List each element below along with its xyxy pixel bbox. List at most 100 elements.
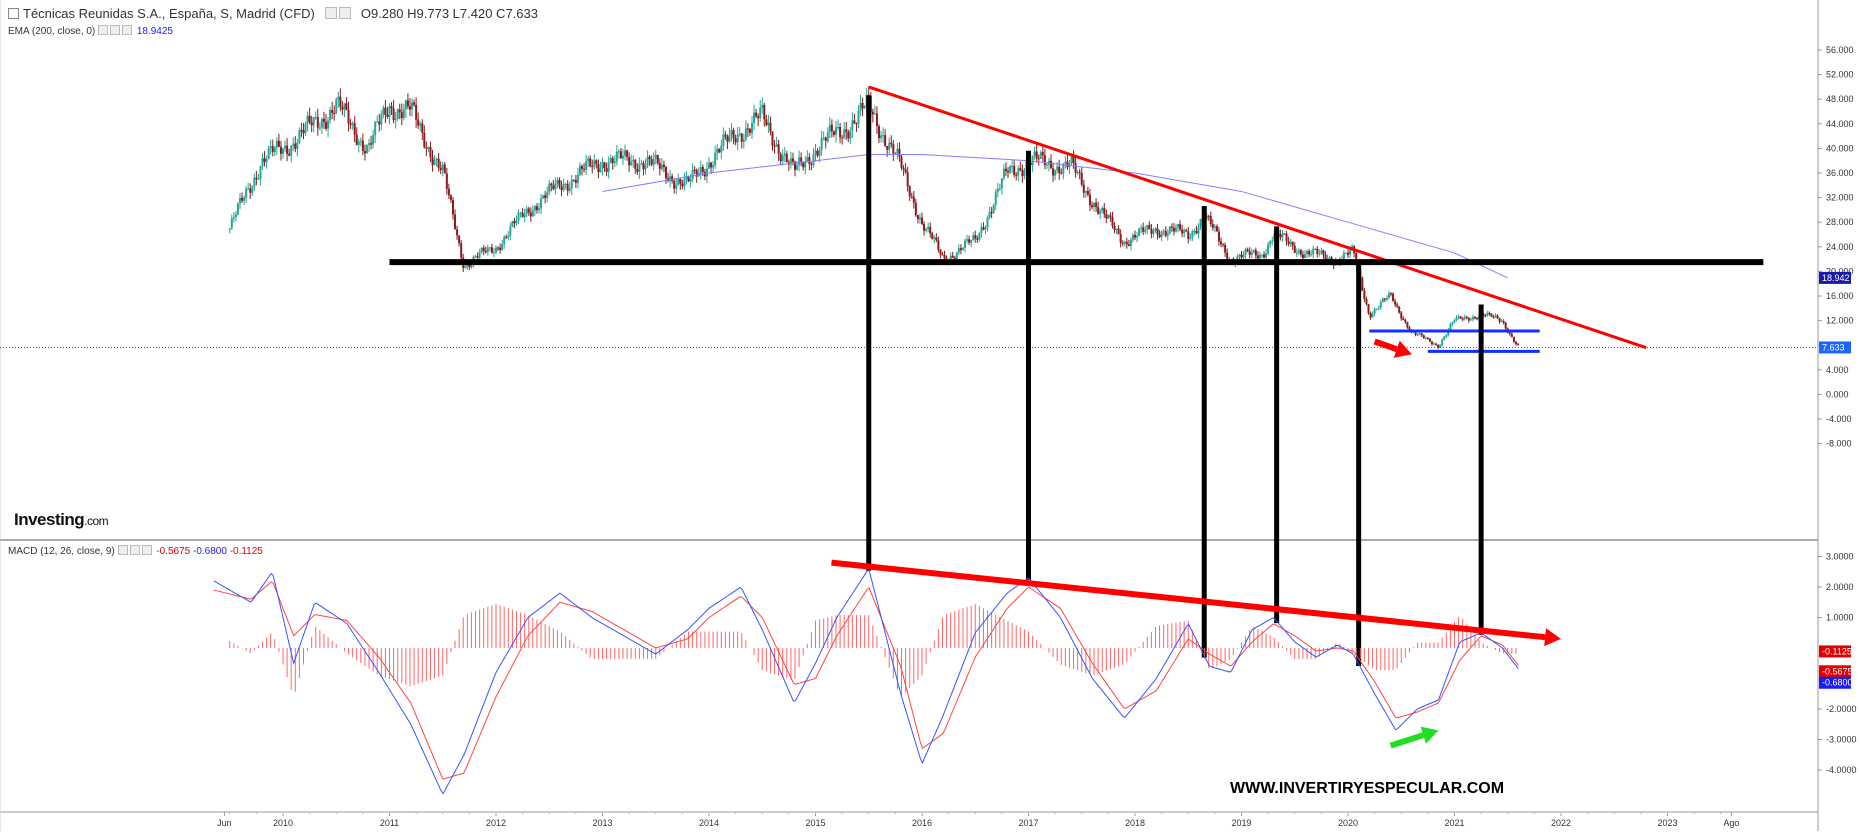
ema-visibility-icon[interactable] [110, 25, 121, 35]
ema-settings-icon[interactable] [98, 25, 109, 35]
candle-body [249, 188, 252, 193]
candle-body [1207, 215, 1210, 217]
close-icon[interactable] [338, 7, 351, 19]
candle-body [443, 164, 446, 174]
price-y-tick-label: -8.000 [1826, 439, 1852, 449]
candle-body [277, 140, 280, 147]
candle-body [1465, 316, 1468, 318]
candle-body [1199, 219, 1202, 228]
candle-body [562, 184, 565, 191]
candle-body [1430, 341, 1433, 345]
candle-body [1215, 226, 1218, 232]
candle-body [540, 198, 543, 209]
candle-body [1009, 166, 1012, 173]
candle-body [617, 151, 620, 153]
candle-body [466, 264, 469, 267]
candle-body [679, 178, 682, 184]
macd-visibility-icon[interactable] [129, 545, 140, 555]
candle-body [548, 183, 551, 193]
candle-body [906, 172, 909, 187]
candle-body [834, 127, 837, 135]
candle-body [439, 167, 442, 171]
candle-body [1502, 321, 1505, 323]
candle-body [449, 195, 452, 201]
candle-body [1136, 236, 1139, 238]
candle-body [1267, 244, 1270, 254]
candle-body [1457, 316, 1460, 318]
candle-body [849, 130, 852, 139]
x-tick-label: 2023 [1657, 818, 1677, 828]
candle-body [392, 108, 395, 121]
candle-body [826, 132, 829, 141]
candle-body [1197, 227, 1200, 234]
macd-settings-icon[interactable] [117, 545, 128, 555]
candle-body [1189, 237, 1192, 239]
candle-body [525, 208, 528, 214]
candle-body [396, 109, 399, 119]
candle-body [1306, 251, 1309, 254]
candle-body [955, 252, 958, 260]
candle-body [1002, 168, 1005, 179]
macd-y-tick-label: 1.0000 [1826, 613, 1854, 623]
candle-body [619, 151, 622, 159]
candle-body [488, 247, 491, 249]
candle-body [753, 112, 756, 123]
candle-body [576, 174, 579, 183]
candle-body [929, 226, 932, 234]
candle-body [1084, 191, 1087, 193]
candle-body [1134, 235, 1136, 238]
candle-body [339, 96, 342, 108]
candle-body [546, 192, 549, 199]
candle-body [972, 235, 975, 241]
candle-body [538, 208, 541, 211]
collapse-icon[interactable] [8, 8, 19, 19]
candle-body [990, 211, 993, 213]
candle-body [1138, 228, 1141, 237]
candle-body [386, 114, 389, 117]
candle-body [583, 168, 586, 170]
candle-body [1211, 224, 1214, 228]
x-tick-label: 2016 [912, 818, 932, 828]
candle-body [1250, 252, 1253, 255]
candle-body [791, 158, 794, 162]
candle-body [1500, 321, 1503, 323]
settings-icon[interactable] [324, 7, 337, 19]
candle-body [847, 131, 850, 139]
candle-body [800, 157, 803, 162]
candle-body [282, 148, 284, 154]
ema-close-icon[interactable] [122, 25, 133, 35]
candle-body [896, 148, 899, 154]
candle-body [873, 113, 876, 115]
candle-body [693, 169, 696, 171]
candle-body [556, 179, 559, 184]
candle-body [1287, 241, 1290, 245]
candle-body [1473, 316, 1476, 319]
candle-body [1371, 313, 1374, 318]
candle-body [832, 131, 835, 135]
candle-body [830, 124, 833, 132]
candle-body [1043, 155, 1046, 166]
candle-body [982, 227, 985, 230]
candle-body [1318, 253, 1321, 255]
candle-body [638, 164, 641, 172]
candle-body [353, 123, 356, 135]
candle-body [1402, 318, 1405, 320]
last-price-tag-label: 7.633 [1822, 342, 1845, 352]
candle-body [931, 233, 934, 239]
candle-body [673, 180, 676, 189]
candle-body [284, 145, 287, 149]
candle-body [394, 118, 397, 121]
candle-body [890, 142, 893, 145]
candle-body [814, 150, 817, 155]
candle-body [423, 132, 426, 148]
candle-body [867, 94, 870, 96]
price-y-tick-label: 4.000 [1826, 365, 1849, 375]
candle-body [681, 183, 684, 187]
candle-body [1281, 233, 1284, 238]
candle-body [683, 178, 686, 187]
candle-body [533, 206, 536, 211]
macd-close-icon[interactable] [141, 545, 152, 555]
title-buttons [324, 6, 353, 21]
candle-body [251, 186, 254, 193]
